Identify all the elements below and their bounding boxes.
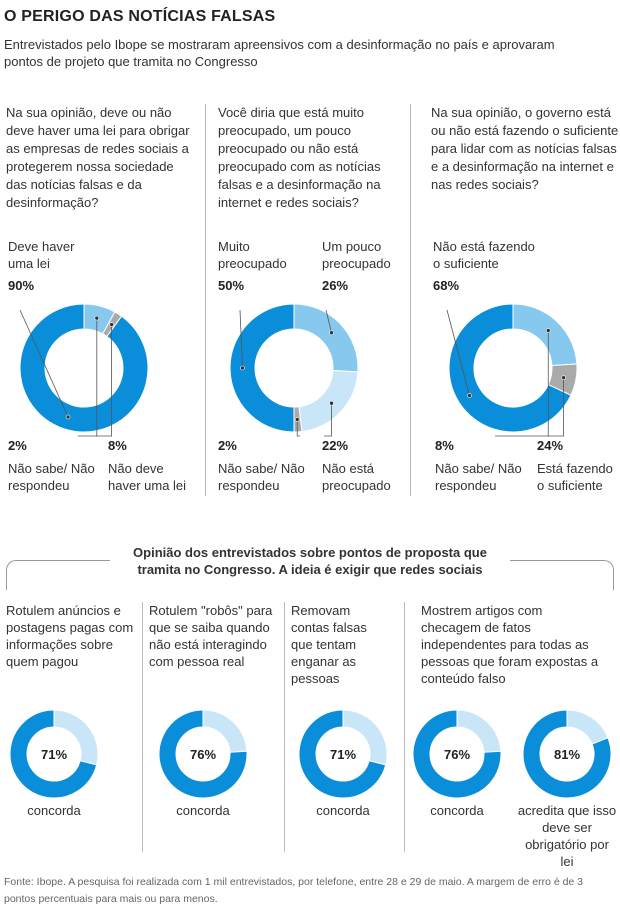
proposal-text-3: Removam contas falsas que tentam enganar… (291, 603, 367, 686)
page-subtitle: Entrevistados pelo Ibope se mostraram ap… (4, 37, 555, 69)
leader-dot-2-2 (294, 417, 300, 422)
small-donut-4-slice-1 (412, 709, 502, 799)
donut-3-slice-2 (448, 303, 572, 433)
leader-line-2-1 (324, 403, 332, 437)
pct-nao-deve: 8% (108, 438, 127, 453)
small-donut-pct-4: 76% (444, 747, 470, 762)
leader-line-2-0 (325, 309, 332, 333)
leader-dot-1-2 (65, 414, 71, 420)
proposal-column-2: Rotulem "robôs" para que se saiba quando… (142, 602, 284, 852)
pct-deve-haver: 90% (8, 278, 35, 293)
footer-source: Fonte: Ibope. A pesquisa foi realizada c… (4, 876, 584, 905)
question-2: Você diria que está muito preocupado, um… (218, 105, 381, 210)
proposal-column-3: Removam contas falsas que tentam enganar… (284, 602, 404, 852)
proposal-column-1: Rotulem anúncios e postagens pagas com i… (0, 602, 142, 852)
pct-muito-preocupado: 50% (218, 278, 245, 293)
proposal-text-1: Rotulem anúncios e postagens pagas com i… (6, 603, 134, 669)
question-3: Na sua opinião, o governo está ou não es… (431, 105, 619, 192)
label-um-pouco: Um pouco preocupado (322, 239, 391, 271)
small-donut-3: 71% (298, 709, 388, 799)
donut-1-slice-2 (19, 303, 149, 433)
pct-um-pouco: 26% (322, 278, 349, 293)
pct-nao-sabe-2: 2% (218, 438, 237, 453)
proposal-label-1: concorda (27, 803, 81, 818)
proposal-column-4: Mostrem artigos com checagem de fatos in… (404, 602, 620, 869)
page-title: O PERIGO DAS NOTÍCIAS FALSAS (4, 8, 276, 25)
small-donut-1: 71% (9, 709, 99, 799)
leader-dot-3-1 (561, 375, 566, 380)
donut-2-slice-0 (293, 303, 359, 373)
small-donut-pct-3: 71% (330, 747, 356, 762)
donut-2-slice-3 (229, 303, 295, 433)
donut-chart-2 (229, 303, 359, 437)
small-donut-pct-2: 76% (190, 747, 216, 762)
leader-dot-3-2 (467, 393, 472, 398)
small-donut-3-slice-1 (298, 709, 387, 799)
pct-esta-fazendo: 24% (537, 438, 564, 453)
chart-column-1: Na sua opinião, deve ou não deve haver u… (0, 104, 205, 496)
small-donut-5: 81% (522, 709, 612, 799)
leader-dot-1-0 (94, 315, 100, 321)
proposal-label-4: concorda (430, 803, 484, 818)
proposal-text-2: Rotulem "robôs" para que se saiba quando… (149, 603, 273, 669)
label-muito-preocupado: Muito preocupado (218, 239, 287, 271)
chart-column-3: Na sua opinião, o governo está ou não es… (410, 104, 620, 496)
label-nao-sabe-3: Não sabe/ Não respondeu (435, 461, 522, 493)
small-donut-2: 76% (158, 709, 248, 799)
leader-line-3-1 (495, 377, 564, 437)
leader-line-2-3 (239, 309, 243, 369)
small-donut-1-slice-1 (9, 709, 98, 799)
leader-dot-2-3 (240, 365, 245, 371)
pct-nao-sabe-3: 8% (435, 438, 454, 453)
label-nao-esta-fazendo: Não está fazendo o suficiente (433, 239, 535, 271)
proposal-text-4: Mostrem artigos com checagem de fatos in… (421, 603, 599, 686)
small-donut-pct-1: 71% (41, 747, 67, 762)
pct-nao-esta-fazendo: 68% (433, 278, 460, 293)
pct-nao-sabe-1: 2% (8, 438, 27, 453)
leader-dot-2-0 (329, 330, 334, 336)
small-donut-pct-5: 81% (554, 747, 580, 762)
small-donut-5-slice-0 (566, 709, 609, 745)
leader-dot-1-1 (109, 322, 114, 327)
label-nao-deve: Não deve haver uma lei (108, 461, 187, 493)
section-title: Opinião dos entrevistados sobre pontos d… (110, 544, 510, 578)
leader-dot-2-1 (329, 400, 334, 406)
chart-column-2: Você diria que está muito preocupado, um… (205, 104, 410, 496)
donut-2-slice-1 (298, 369, 359, 433)
leader-line-1-1 (78, 324, 112, 437)
donut-3-slice-0 (512, 303, 578, 367)
proposal-label-3: concorda (316, 803, 370, 818)
label-nao-sabe-1: Não sabe/ Não respondeu (8, 461, 95, 493)
label-nao-sabe-2: Não sabe/ Não respondeu (218, 461, 305, 493)
small-donut-2-slice-1 (158, 709, 248, 799)
small-donut-2-slice-0 (202, 709, 248, 753)
proposal-label-5: acredita que isso deve ser obrigatório p… (517, 803, 617, 869)
donut-chart-1 (19, 303, 149, 437)
pct-nao-esta-preocupado: 22% (322, 438, 349, 453)
donut-chart-3 (446, 303, 578, 437)
label-nao-esta-preocupado: Não está preocupado (322, 461, 391, 493)
label-deve-haver: Deve haver uma lei (8, 239, 75, 271)
leader-line-3-2 (446, 309, 470, 396)
leader-line-2-2 (296, 419, 300, 437)
leader-dot-3-0 (545, 328, 551, 333)
proposal-label-2: concorda (176, 803, 230, 818)
small-donut-4: 76% (412, 709, 502, 799)
small-donut-5-slice-1 (522, 709, 612, 799)
question-1: Na sua opinião, deve ou não deve haver u… (6, 105, 190, 210)
leader-line-1-2 (19, 309, 69, 418)
label-esta-fazendo: Está fazendo o suficiente (537, 461, 613, 493)
